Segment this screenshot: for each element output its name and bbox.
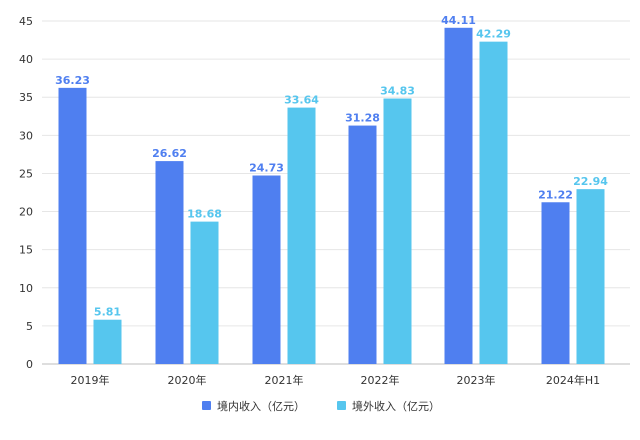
legend: 境内收入（亿元） 境外收入（亿元） [202,399,440,413]
bar-series-2 [576,189,605,364]
y-tick-label: 0 [26,358,33,371]
x-axis-ticks: 2019年 2020年 2021年 2022年 2023年 2024年H1 [71,373,601,387]
data-label: 36.23 [55,74,90,87]
legend-label: 境内收入（亿元） [217,399,305,413]
gridlines [42,20,630,365]
y-tick-label: 5 [26,320,33,333]
legend-label: 境外收入（亿元） [352,399,440,413]
bar-series-2 [479,41,508,365]
x-tick-label: 2021年 [265,373,304,387]
bar-series-2 [287,107,316,365]
bar-series-1 [252,175,281,364]
legend-item-2[interactable]: 境外收入（亿元） [337,399,440,413]
legend-swatch [337,401,346,410]
data-labels: 36.23 26.62 24.73 31.28 44.11 21.22 5.81 18.68 3… [55,14,608,319]
y-tick-label: 45 [19,15,33,28]
x-tick-label: 2024年H1 [546,373,600,387]
bar-series-1 [541,202,570,364]
data-label: 44.11 [441,14,476,27]
x-tick-label: 2022年 [361,373,400,387]
bar-series-1 [444,27,473,364]
data-label: 26.62 [152,147,187,160]
y-axis-ticks: 0 5 10 15 20 25 30 35 40 45 [19,15,33,371]
data-label: 21.22 [538,188,573,201]
bars [58,27,605,365]
bar-series-2 [93,319,122,364]
y-tick-label: 10 [19,282,33,295]
data-label: 24.73 [249,162,284,175]
bar-series-2 [190,221,219,364]
y-tick-label: 25 [19,167,33,180]
y-tick-label: 40 [19,53,33,66]
data-label: 22.94 [573,175,608,188]
bar-series-1 [348,125,377,364]
data-label: 5.81 [94,306,121,319]
data-label: 18.68 [187,208,222,221]
data-label: 31.28 [345,112,380,125]
y-tick-label: 30 [19,129,33,142]
legend-item-1[interactable]: 境内收入（亿元） [202,399,305,413]
data-label: 34.83 [380,85,415,98]
bar-series-1 [155,161,184,364]
x-tick-label: 2023年 [457,373,496,387]
data-label: 42.29 [476,28,511,41]
x-tick-label: 2020年 [168,373,207,387]
y-tick-label: 35 [19,91,33,104]
data-label: 33.64 [284,94,319,107]
bar-series-1 [58,87,87,364]
y-tick-label: 20 [19,206,33,219]
y-tick-label: 15 [19,244,33,257]
x-tick-label: 2019年 [71,373,110,387]
bar-series-2 [383,98,412,364]
legend-swatch [202,401,211,410]
